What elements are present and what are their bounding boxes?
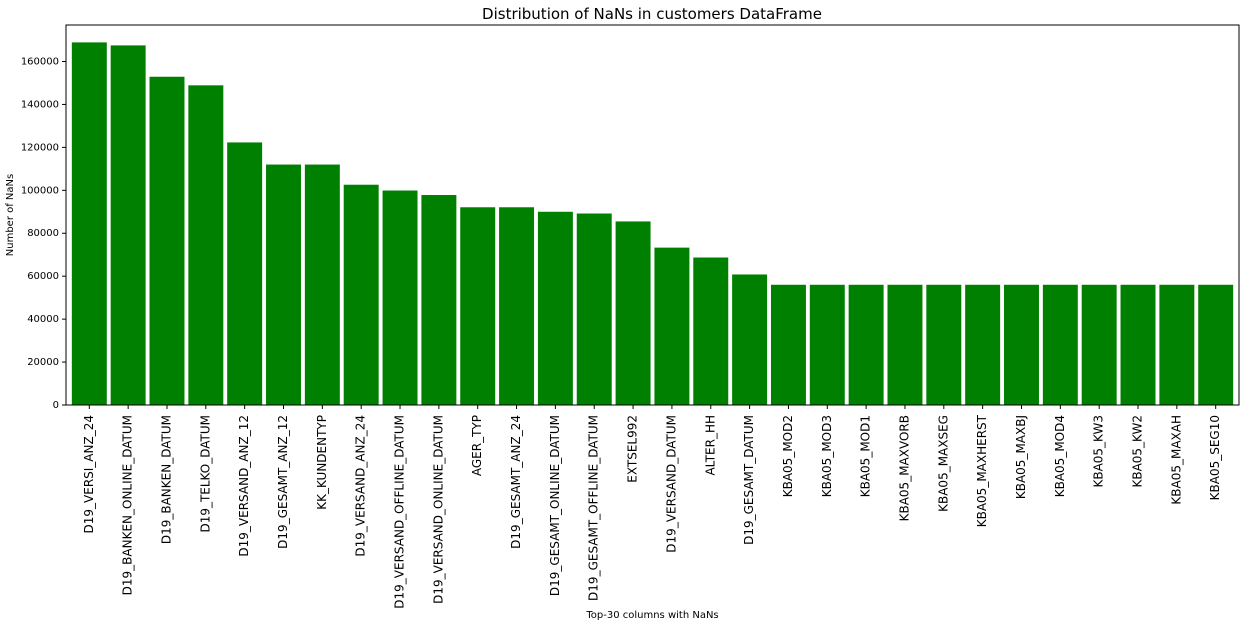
x-tick-label: KBA05_MAXBJ <box>1014 415 1028 499</box>
x-tick-label: EXTSEL992 <box>626 415 640 483</box>
x-tick-label: D19_BANKEN_ONLINE_DATUM <box>121 415 135 595</box>
x-tick-label: D19_VERSAND_ONLINE_DATUM <box>431 415 445 604</box>
x-tick-label: KBA05_KW2 <box>1131 415 1145 488</box>
bar-kba05-seg10 <box>1198 284 1234 405</box>
x-tick-label: D19_GESAMT_OFFLINE_DATUM <box>587 415 601 601</box>
bar-alter-hh <box>693 257 729 405</box>
plot-frame <box>65 24 1240 406</box>
bar-d19-versi-anz-24 <box>71 42 107 405</box>
x-tick-label: KBA05_SEG10 <box>1208 415 1222 500</box>
bar-d19-banken-online-datum <box>110 45 146 406</box>
bar-kba05-maxbj <box>1004 284 1039 405</box>
bar-kba05-maxherst <box>965 284 1001 405</box>
x-tick-label: D19_VERSAND_ANZ_24 <box>354 415 368 557</box>
x-tick-label: KBA05_MAXHERST <box>975 414 989 527</box>
x-tick-label: KBA05_KW3 <box>1092 415 1106 488</box>
bar-d19-banken-datum <box>149 76 185 406</box>
x-tick-label: D19_VERSAND_OFFLINE_DATUM <box>393 415 407 609</box>
y-tick-label: 160000 <box>21 56 59 67</box>
y-tick-label: 60000 <box>27 271 59 282</box>
x-tick-label: D19_TELKO_DATUM <box>198 415 212 533</box>
x-tick-label: D19_VERSAND_ANZ_12 <box>237 415 251 557</box>
bar-d19-gesamt-online-datum <box>537 211 573 405</box>
bar-d19-gesamt-datum <box>732 274 768 405</box>
y-tick-label: 100000 <box>21 185 59 196</box>
y-tick-label: 120000 <box>21 142 59 153</box>
y-tick-label: 40000 <box>27 314 59 325</box>
bar-kba05-maxah <box>1159 284 1195 405</box>
bar-kba05-mod2 <box>770 284 806 405</box>
x-tick-label: D19_BANKEN_DATUM <box>159 415 173 544</box>
bar-kba05-maxseg <box>926 284 962 405</box>
x-tick-label: D19_VERSAND_DATUM <box>664 415 678 553</box>
bar-d19-versand-offline-datum <box>382 190 418 405</box>
x-tick-label: ALTER_HH <box>703 415 717 476</box>
bar-kk-kundentyp <box>304 164 340 405</box>
bar-d19-gesamt-offline-datum <box>576 213 612 405</box>
bar-kba05-kw3 <box>1081 284 1117 405</box>
x-tick-label: KBA05_MAXVORB <box>897 415 911 521</box>
x-tick-label: KK_KUNDENTYP <box>315 415 329 510</box>
bar-ager-typ <box>460 207 496 405</box>
x-tick-label: KBA05_MOD3 <box>820 415 834 497</box>
chart-title: Distribution of NaNs in customers DataFr… <box>482 5 822 23</box>
x-tick-label: D19_GESAMT_DATUM <box>742 415 756 545</box>
bar-kba05-mod3 <box>809 284 845 405</box>
bar-d19-versand-online-datum <box>421 195 457 405</box>
x-axis-label: Top-30 columns with NaNs <box>585 610 718 621</box>
bars-group <box>71 42 1234 406</box>
bar-d19-gesamt-anz-12 <box>266 164 301 405</box>
bar-kba05-maxvorb <box>887 284 923 405</box>
y-tick-label: 0 <box>53 400 59 411</box>
bar-d19-telko-datum <box>188 85 224 405</box>
x-axis-ticks: D19_VERSI_ANZ_24 D19_BANKEN_ONLINE_DATUM D… <box>82 405 1222 609</box>
bar-d19-versand-anz-12 <box>227 142 263 405</box>
y-axis-label: Number of NaNs <box>5 174 16 256</box>
x-tick-label: KBA05_MOD2 <box>781 415 795 497</box>
bar-d19-gesamt-anz-24 <box>499 207 535 405</box>
y-tick-label: 140000 <box>21 99 59 110</box>
bar-d19-versand-anz-24 <box>343 184 379 405</box>
x-tick-label: D19_VERSI_ANZ_24 <box>82 415 96 533</box>
bar-d19-versand-datum <box>654 247 690 405</box>
y-tick-label: 80000 <box>27 228 59 239</box>
x-tick-label: D19_GESAMT_ANZ_24 <box>509 415 523 549</box>
bar-kba05-mod4 <box>1042 284 1078 405</box>
x-tick-label: KBA05_MAXAH <box>1169 415 1183 505</box>
x-tick-label: AGER_TYP <box>470 415 484 476</box>
x-tick-label: KBA05_MOD4 <box>1053 415 1067 497</box>
bar-kba05-mod1 <box>848 284 884 405</box>
bar-kba05-kw2 <box>1120 284 1156 405</box>
x-tick-label: KBA05_MAXSEG <box>936 415 950 512</box>
x-tick-label: KBA05_MOD1 <box>859 415 873 497</box>
y-tick-label: 20000 <box>27 357 59 368</box>
x-tick-label: D19_GESAMT_ONLINE_DATUM <box>548 415 562 596</box>
bar-extsel992 <box>615 221 651 405</box>
x-tick-label: D19_GESAMT_ANZ_12 <box>276 415 290 549</box>
y-axis-ticks: 0 20000 40000 60000 80000 100000 120000 140000 1… <box>21 56 66 411</box>
